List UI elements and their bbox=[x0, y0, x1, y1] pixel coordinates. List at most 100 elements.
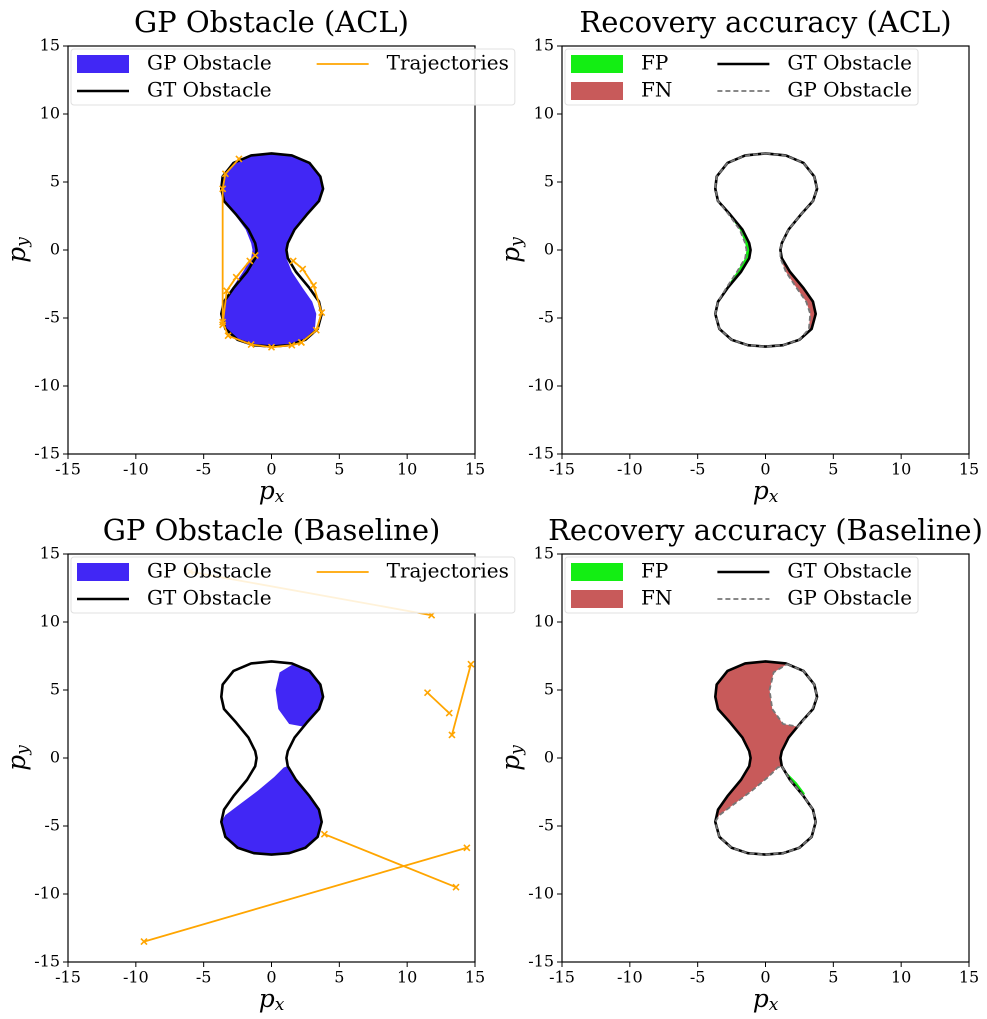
trajectory bbox=[426, 692, 450, 714]
y-tick-label: 10 bbox=[40, 104, 60, 123]
legend-swatch bbox=[571, 563, 623, 581]
trajectory-marker bbox=[297, 338, 305, 347]
legend-label: FP bbox=[641, 51, 668, 75]
legend-label: FN bbox=[641, 78, 672, 102]
x-tick-label: 0 bbox=[266, 968, 276, 987]
x-axis-label: px bbox=[259, 984, 285, 1015]
legend-label: GP Obstacle bbox=[147, 559, 272, 583]
trajectory-marker bbox=[223, 287, 231, 295]
y-tick-label: -15 bbox=[528, 444, 554, 463]
region bbox=[221, 153, 324, 347]
y-tick-label: -15 bbox=[528, 952, 554, 971]
x-axis-label: px bbox=[753, 476, 779, 507]
x-tick-label: 5 bbox=[828, 968, 838, 987]
outline bbox=[714, 152, 819, 348]
x-axis-label: px bbox=[259, 476, 285, 507]
x-axis-label-sub: x bbox=[769, 487, 779, 507]
x-tick-label: 15 bbox=[959, 460, 979, 479]
plot-area bbox=[140, 568, 475, 946]
legend-label: Trajectories bbox=[387, 51, 509, 75]
x-axis-label-base: p bbox=[753, 476, 769, 505]
trajectory-marker bbox=[224, 332, 232, 340]
x-tick-label: 0 bbox=[266, 460, 276, 479]
x-tick-label: 10 bbox=[891, 968, 911, 987]
trajectory-marker bbox=[448, 731, 456, 739]
x-axis-label-sub: x bbox=[275, 995, 285, 1015]
chart-title: Recovery accuracy (ACL) bbox=[579, 5, 951, 39]
trajectory-marker bbox=[299, 265, 307, 273]
x-tick-label: 10 bbox=[891, 460, 911, 479]
x-axis-label-base: p bbox=[753, 984, 769, 1013]
trajectory-marker bbox=[309, 281, 318, 289]
y-tick-label: 0 bbox=[544, 748, 554, 767]
legend-swatch bbox=[571, 55, 623, 73]
y-tick-label: -15 bbox=[34, 444, 60, 463]
x-tick-label: -10 bbox=[617, 460, 643, 479]
legend-label: GP Obstacle bbox=[787, 78, 912, 102]
chart-title: Recovery accuracy (Baseline) bbox=[548, 513, 983, 547]
trajectory-marker bbox=[452, 883, 460, 891]
legend-label: GP Obstacle bbox=[147, 51, 272, 75]
x-tick-label: -10 bbox=[617, 968, 643, 987]
y-tick-label: -5 bbox=[44, 816, 60, 835]
y-axis-label-sub: y bbox=[13, 745, 33, 756]
outline bbox=[220, 660, 325, 856]
trajectory-marker bbox=[247, 340, 255, 349]
x-axis-label-sub: x bbox=[275, 487, 285, 507]
y-tick-label: -5 bbox=[44, 308, 60, 327]
y-tick-label: 15 bbox=[40, 544, 60, 563]
legend-label: FP bbox=[641, 559, 668, 583]
trajectory-marker bbox=[320, 830, 328, 838]
y-axis-label-base: p bbox=[2, 755, 31, 771]
x-tick-label: 10 bbox=[397, 968, 417, 987]
legend-box bbox=[70, 48, 516, 106]
subplot: -15 -10 -5 0 5 10 15 -15 -10 -5 0 5 10 15 GP Obstacle … bbox=[2, 513, 516, 1015]
y-axis-label-sub: y bbox=[13, 237, 33, 248]
x-tick-label: -10 bbox=[123, 968, 149, 987]
trajectory-marker bbox=[289, 257, 297, 265]
legend-box bbox=[564, 48, 919, 106]
y-tick-label: 10 bbox=[534, 612, 554, 631]
trajectory bbox=[451, 663, 472, 736]
y-axis-label: py bbox=[496, 237, 527, 263]
plot-area bbox=[714, 660, 819, 856]
trajectory-marker bbox=[318, 308, 326, 317]
legend-swatch bbox=[571, 82, 623, 100]
x-tick-label: 5 bbox=[334, 968, 344, 987]
x-tick-label: 15 bbox=[465, 460, 485, 479]
trajectory-marker bbox=[312, 326, 320, 334]
y-tick-label: -10 bbox=[528, 376, 554, 395]
legend-label: GT Obstacle bbox=[787, 559, 912, 583]
x-tick-label: -10 bbox=[123, 460, 149, 479]
x-tick-label: 0 bbox=[760, 460, 770, 479]
trajectory-marker bbox=[235, 155, 243, 163]
legend-swatch bbox=[571, 590, 623, 608]
x-tick-label: -5 bbox=[690, 460, 706, 479]
y-tick-label: -5 bbox=[538, 308, 554, 327]
x-tick-label: -15 bbox=[549, 968, 575, 987]
outline bbox=[714, 765, 817, 856]
subplot: -15 -10 -5 0 5 10 15 -15 -10 -5 0 5 10 15 GP Obstacle … bbox=[2, 5, 516, 507]
x-tick-label: 15 bbox=[465, 968, 485, 987]
trajectory bbox=[221, 158, 240, 325]
x-tick-label: -15 bbox=[549, 460, 575, 479]
chart-title: GP Obstacle (ACL) bbox=[134, 5, 409, 39]
x-tick-label: 5 bbox=[334, 460, 344, 479]
x-tick-label: 10 bbox=[397, 460, 417, 479]
trajectory-marker bbox=[246, 257, 254, 265]
legend: GP Obstacle GT Obstacle Trajectories bbox=[70, 556, 516, 614]
x-tick-label: -5 bbox=[196, 968, 212, 987]
trajectory-marker bbox=[467, 660, 475, 668]
trajectory-marker bbox=[219, 318, 227, 326]
outline bbox=[768, 663, 818, 728]
y-tick-label: 5 bbox=[544, 680, 554, 699]
axes-frame bbox=[67, 553, 476, 963]
y-tick-label: -10 bbox=[34, 376, 60, 395]
legend-box bbox=[564, 556, 919, 614]
outline bbox=[714, 152, 818, 348]
legend-label: GT Obstacle bbox=[787, 51, 912, 75]
trajectory bbox=[143, 846, 468, 943]
